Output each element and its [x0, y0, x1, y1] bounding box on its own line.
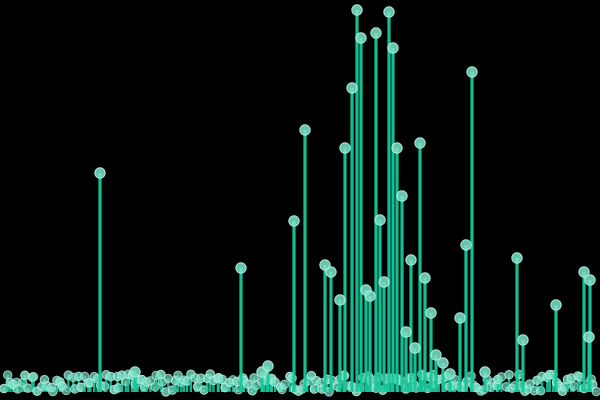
stem-marker: [444, 368, 456, 380]
stem-marker: [346, 82, 358, 94]
stem-marker: [28, 371, 39, 382]
stem-marker: [339, 142, 351, 154]
stem-marker: [400, 326, 412, 338]
stem-marker: [355, 32, 367, 44]
stem-marker: [419, 272, 431, 284]
stem-marker: [437, 357, 449, 369]
stem-marker: [525, 379, 535, 389]
stem-marker: [460, 239, 472, 251]
stem-marker: [535, 386, 546, 396]
stem-marker: [466, 66, 478, 78]
stem-marker: [387, 42, 399, 54]
stem-marker: [425, 307, 437, 319]
stem-marker: [262, 360, 274, 372]
stem-marker: [430, 349, 442, 361]
stem-marker: [511, 252, 523, 264]
stem-marker: [23, 383, 33, 393]
stem-marker: [405, 254, 417, 266]
stem-marker: [288, 215, 300, 227]
stem-marker: [299, 124, 311, 136]
stem-marker: [584, 274, 596, 286]
stem-marker: [504, 369, 514, 380]
stem-marker: [396, 190, 408, 202]
stem-marker: [414, 137, 426, 149]
stem-markers-layer: [94, 4, 596, 380]
stem-marker: [129, 366, 141, 378]
stem-marker: [391, 142, 403, 154]
stem-marker: [578, 266, 590, 278]
stem-marker: [351, 4, 363, 16]
stem-marker: [583, 331, 595, 343]
stem-marker: [409, 342, 421, 354]
stem-marker: [454, 312, 466, 324]
stem-marker: [99, 381, 110, 391]
stem-marker: [568, 381, 579, 391]
stem-marker: [364, 290, 376, 302]
stem-marker: [370, 27, 382, 39]
stem-marker: [378, 276, 390, 288]
stem-marker: [94, 167, 106, 179]
stem-marker: [325, 266, 337, 278]
stem-marker: [479, 366, 491, 378]
stem-marker: [334, 294, 346, 306]
stem-marker: [550, 299, 562, 311]
stem-marker: [517, 334, 529, 346]
stem-marker: [374, 214, 386, 226]
stem-marker: [279, 379, 290, 390]
stem-marker: [383, 6, 395, 18]
stem-marker: [591, 386, 600, 397]
stem-marker: [235, 262, 247, 274]
